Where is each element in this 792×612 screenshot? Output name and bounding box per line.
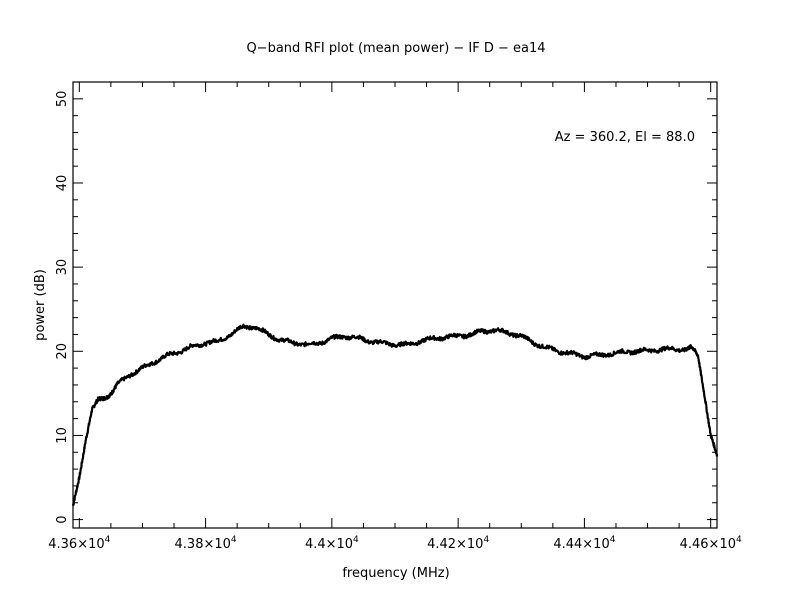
- x-tick-label: 4.4×104: [305, 535, 359, 552]
- y-tick-label: 40: [55, 175, 70, 192]
- axis-ticks: [73, 81, 717, 528]
- x-tick-exponent: 4: [105, 535, 111, 545]
- power-series-line: [71, 323, 719, 506]
- y-tick-label: 30: [55, 259, 70, 276]
- x-tick-label: 4.36×104: [48, 535, 110, 552]
- y-tick-label: 0: [55, 515, 70, 523]
- y-axis-label: power (dB): [33, 269, 48, 341]
- tick-labels: 4.36×104 4.38×104 4.4×104 4.42×104 4.44×104 4…: [48, 91, 742, 552]
- x-tick-label: 4.46×104: [680, 535, 742, 552]
- x-tick-exponent: 4: [736, 535, 742, 545]
- y-tick-label: 10: [55, 427, 70, 444]
- x-tick-exponent: 4: [610, 535, 616, 545]
- x-tick-mantissa: 4.38×10: [175, 537, 231, 552]
- x-tick-mantissa: 4.4×10: [305, 537, 353, 552]
- az-el-annotation: Az = 360.2, El = 88.0: [555, 130, 695, 145]
- y-tick-label: 20: [55, 343, 70, 360]
- x-tick-label: 4.38×104: [175, 535, 237, 552]
- x-tick-mantissa: 4.42×10: [427, 537, 483, 552]
- plot-frame: [72, 81, 718, 529]
- x-tick-mantissa: 4.36×10: [48, 537, 104, 552]
- x-tick-mantissa: 4.46×10: [680, 537, 736, 552]
- x-axis-label: frequency (MHz): [342, 566, 449, 581]
- x-tick-label: 4.42×104: [427, 535, 489, 552]
- x-tick-exponent: 4: [353, 535, 359, 545]
- x-tick-mantissa: 4.44×10: [553, 537, 609, 552]
- x-tick-exponent: 4: [483, 535, 489, 545]
- y-tick-label: 50: [55, 91, 70, 108]
- chart-title: Q−band RFI plot (mean power) − IF D − ea…: [246, 41, 545, 56]
- x-tick-exponent: 4: [231, 535, 237, 545]
- x-tick-label: 4.44×104: [553, 535, 615, 552]
